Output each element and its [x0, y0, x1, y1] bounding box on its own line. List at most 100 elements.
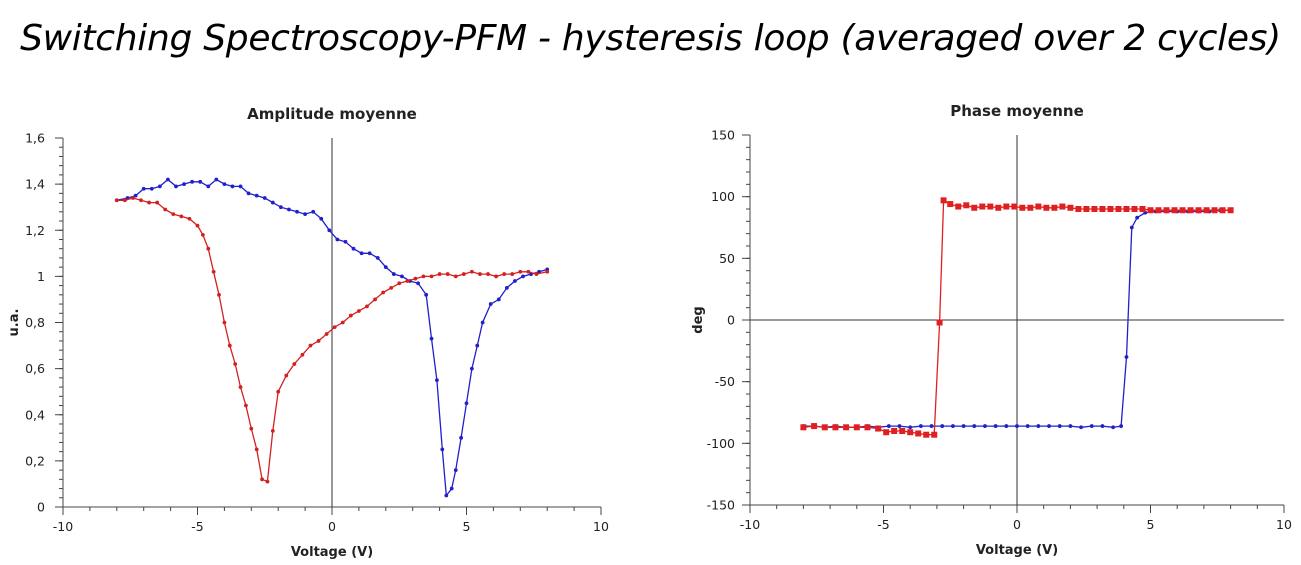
- page-title: Switching Spectroscopy-PFM - hysteresis …: [20, 18, 1281, 59]
- data-point: [1135, 215, 1140, 220]
- data-point: [480, 320, 485, 325]
- data-point: [222, 182, 227, 187]
- x-tick-label: 10: [1276, 517, 1292, 532]
- data-point: [488, 302, 493, 306]
- y-tick-label: 1,6: [25, 131, 45, 146]
- data-point: [518, 269, 523, 274]
- data-point: [163, 207, 168, 212]
- data-point: [122, 198, 127, 203]
- data-point: [308, 343, 313, 348]
- data-point: [936, 319, 943, 326]
- data-point: [494, 274, 498, 279]
- x-tick-label: 0: [328, 519, 336, 534]
- data-point: [254, 193, 259, 198]
- data-point: [918, 424, 923, 428]
- data-point: [335, 237, 340, 242]
- data-point: [249, 426, 254, 431]
- data-point: [510, 272, 515, 276]
- data-point: [327, 228, 332, 233]
- data-point: [351, 246, 356, 251]
- data-point: [897, 424, 902, 428]
- data-point: [963, 202, 970, 209]
- data-point: [853, 424, 860, 431]
- data-point: [300, 352, 305, 357]
- data-point: [459, 435, 464, 440]
- data-point: [1079, 425, 1083, 430]
- data-point: [1068, 424, 1073, 428]
- y-tick-label: 0,4: [25, 407, 45, 422]
- data-point: [187, 216, 192, 221]
- x-tick-label: -10: [740, 517, 760, 532]
- data-point: [405, 279, 410, 283]
- data-point: [496, 297, 501, 302]
- data-point: [453, 274, 458, 279]
- data-point: [416, 281, 420, 286]
- data-point: [521, 274, 525, 279]
- data-point: [940, 197, 947, 204]
- data-point: [1203, 207, 1210, 214]
- data-point: [287, 207, 291, 212]
- data-point: [246, 191, 251, 196]
- data-point: [206, 246, 211, 251]
- data-point: [1163, 207, 1170, 214]
- data-point: [276, 389, 281, 394]
- data-point: [883, 429, 890, 436]
- data-point: [1211, 207, 1218, 214]
- data-point: [1019, 204, 1026, 211]
- data-point: [923, 431, 930, 438]
- data-point: [238, 385, 243, 389]
- data-point: [1107, 206, 1114, 212]
- data-point: [260, 477, 264, 482]
- data-point: [502, 272, 507, 276]
- data-point: [429, 336, 434, 341]
- data-point: [316, 339, 321, 343]
- data-point: [1057, 424, 1062, 428]
- data-point: [114, 198, 119, 203]
- x-tick-label: 5: [1147, 517, 1155, 532]
- data-point: [1091, 206, 1098, 212]
- data-point: [303, 212, 307, 217]
- data-point: [940, 424, 945, 428]
- data-point: [449, 486, 454, 491]
- data-point: [1059, 203, 1066, 210]
- data-point: [864, 424, 871, 431]
- data-point: [931, 431, 938, 438]
- data-point: [979, 203, 986, 210]
- data-point: [179, 214, 184, 219]
- data-point: [340, 320, 345, 325]
- data-point: [1227, 207, 1234, 214]
- data-point: [400, 274, 404, 279]
- data-point: [1099, 206, 1106, 212]
- y-tick-label: -150: [707, 498, 735, 513]
- data-point: [421, 274, 426, 279]
- data-point: [343, 239, 348, 244]
- data-point: [907, 429, 914, 436]
- data-point: [324, 332, 329, 336]
- data-point: [1035, 203, 1042, 210]
- data-point: [166, 177, 170, 182]
- data-point: [195, 223, 200, 228]
- data-point: [332, 325, 337, 330]
- data-point: [534, 272, 539, 276]
- data-point: [217, 292, 221, 297]
- data-point: [461, 272, 466, 276]
- data-point: [214, 177, 219, 182]
- data-point: [440, 447, 445, 452]
- data-point: [444, 493, 449, 498]
- y-tick-label: 0,2: [25, 453, 45, 468]
- data-point: [1067, 204, 1074, 211]
- data-point: [1047, 424, 1051, 428]
- data-point: [1111, 425, 1116, 430]
- data-point: [995, 204, 1002, 211]
- y-tick-label: 0,6: [25, 361, 45, 376]
- data-point: [311, 209, 316, 214]
- data-point: [886, 424, 891, 428]
- data-point: [389, 286, 394, 290]
- data-point: [915, 430, 922, 437]
- data-point: [383, 265, 388, 270]
- data-point: [478, 272, 482, 276]
- data-point: [545, 269, 550, 274]
- amplitude-chart: Amplitude moyenne -10 -5 0 5 10 0 0,2 0,4 0,6 0,8 1…: [7, 105, 609, 560]
- data-point: [206, 184, 211, 189]
- data-point: [429, 274, 434, 279]
